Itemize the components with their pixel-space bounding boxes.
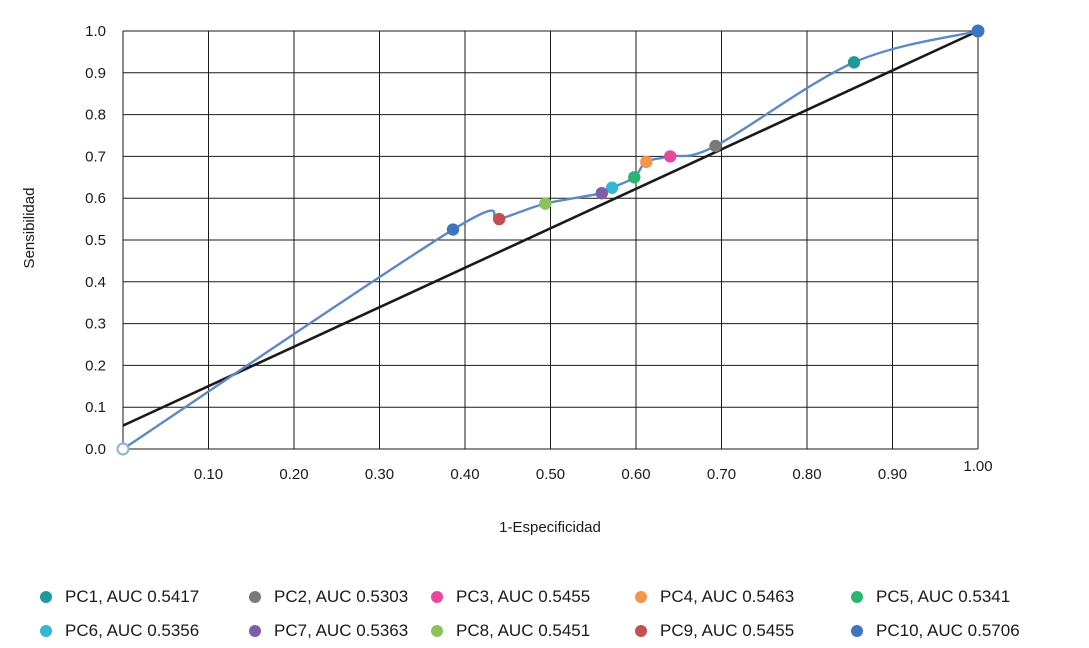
legend-label: PC4, AUC 0.5463 <box>660 587 795 606</box>
y-tick-label: 0.7 <box>85 148 106 165</box>
legend-item: PC3, AUC 0.5455 <box>431 587 635 607</box>
legend-item: PC2, AUC 0.5303 <box>249 587 431 607</box>
endpoint-marker <box>116 442 130 456</box>
legend-item: PC8, AUC 0.5451 <box>431 621 635 641</box>
legend-label: PC7, AUC 0.5363 <box>274 621 409 640</box>
x-tick-label: 0.30 <box>365 466 394 483</box>
roc-chart: 0.00.10.20.30.40.50.60.70.80.91.0 0.10 0.… <box>21 23 993 536</box>
legend-marker <box>249 591 261 603</box>
legend-marker <box>851 591 863 603</box>
x-tick-label: 0.90 <box>878 466 907 483</box>
legend-marker <box>431 591 443 603</box>
y-tick-label: 0.4 <box>85 274 106 291</box>
x-tick-label: 0.80 <box>792 466 821 483</box>
x-tick-label: 0.10 <box>194 466 223 483</box>
plot-area <box>116 24 985 456</box>
legend-label: PC2, AUC 0.5303 <box>274 587 409 606</box>
reference-line <box>122 29 979 427</box>
legend-marker <box>851 625 863 637</box>
x-tick-labels: 0.10 0.20 0.30 0.40 0.50 0.60 0.70 0.80 0.90 1.00 <box>194 458 993 483</box>
legend-marker <box>249 625 261 637</box>
legend-marker <box>431 625 443 637</box>
legend: PC1, AUC 0.5417 PC2, AUC 0.5303 PC3, AUC 0… <box>40 580 1089 648</box>
legend-label: PC1, AUC 0.5417 <box>65 587 200 606</box>
y-tick-labels: 0.0 0.1 0.2 0.3 0.4 0.5 0.6 0.7 0.8 0.9 1.0 <box>85 23 106 458</box>
data-point <box>640 155 653 169</box>
x-axis-title: 1-Especificidad <box>499 519 601 536</box>
legend-label: PC9, AUC 0.5455 <box>660 621 795 640</box>
y-tick-label: 0.0 <box>85 441 106 458</box>
x-tick-label: 1.00 <box>963 458 992 475</box>
legend-item: PC5, AUC 0.5341 <box>851 587 1062 607</box>
legend-row: PC1, AUC 0.5417 PC2, AUC 0.5303 PC3, AUC 0… <box>40 580 1089 614</box>
y-tick-label: 1.0 <box>85 23 106 40</box>
legend-marker <box>40 591 52 603</box>
x-tick-label: 0.40 <box>450 466 479 483</box>
legend-item: PC9, AUC 0.5455 <box>635 621 851 641</box>
y-axis-title: Sensibilidad <box>21 188 38 269</box>
data-point <box>664 150 677 163</box>
x-tick-label: 0.50 <box>536 466 565 483</box>
legend-marker <box>635 625 647 637</box>
data-point <box>709 139 722 153</box>
legend-item: PC1, AUC 0.5417 <box>40 587 249 607</box>
legend-item: PC10, AUC 0.5706 <box>851 621 1062 641</box>
x-tick-label: 0.20 <box>279 466 308 483</box>
legend-item: PC6, AUC 0.5356 <box>40 621 249 641</box>
legend-row: PC6, AUC 0.5356 PC7, AUC 0.5363 PC8, AUC 0… <box>40 614 1089 648</box>
y-tick-label: 0.6 <box>85 190 106 207</box>
grid-lines <box>122 30 979 450</box>
y-tick-label: 0.8 <box>85 107 106 124</box>
data-point <box>847 56 861 69</box>
legend-label: PC10, AUC 0.5706 <box>876 621 1020 640</box>
y-tick-label: 0.2 <box>85 357 106 374</box>
data-point <box>539 197 552 210</box>
data-point <box>446 223 460 236</box>
data-point <box>493 212 506 226</box>
legend-marker <box>635 591 647 603</box>
data-point <box>628 171 641 184</box>
y-tick-label: 0.9 <box>85 65 106 82</box>
legend-item: PC7, AUC 0.5363 <box>249 621 431 641</box>
legend-marker <box>40 625 52 637</box>
legend-item: PC4, AUC 0.5463 <box>635 587 851 607</box>
data-point <box>605 181 619 194</box>
x-tick-label: 0.70 <box>707 466 736 483</box>
y-tick-label: 0.1 <box>85 399 106 416</box>
x-tick-label: 0.60 <box>621 466 650 483</box>
legend-label: PC6, AUC 0.5356 <box>65 621 200 640</box>
y-tick-label: 0.3 <box>85 316 106 333</box>
legend-label: PC5, AUC 0.5341 <box>876 587 1011 606</box>
data-point <box>595 186 608 200</box>
y-tick-label: 0.5 <box>85 232 106 249</box>
legend-label: PC8, AUC 0.5451 <box>456 621 591 640</box>
endpoint-marker <box>971 24 985 38</box>
legend-label: PC3, AUC 0.5455 <box>456 587 591 606</box>
